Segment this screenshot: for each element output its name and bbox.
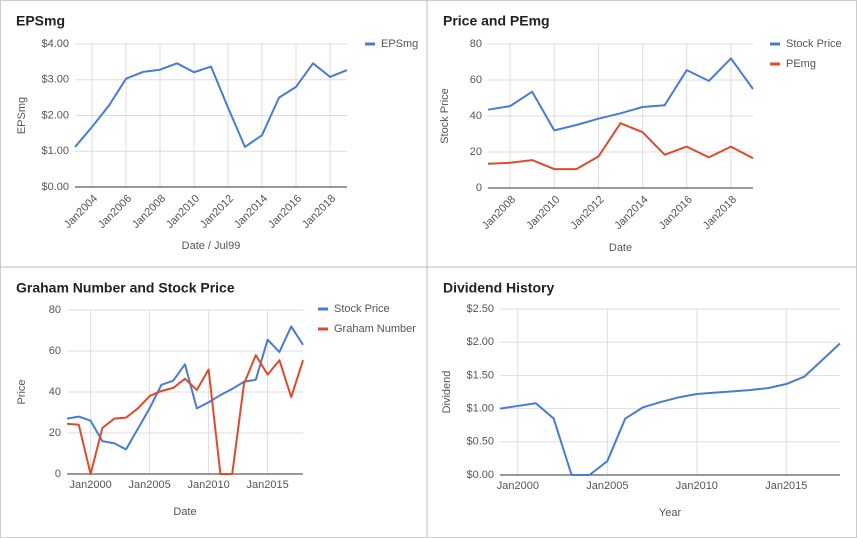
y-tick-label: $4.00 bbox=[41, 38, 69, 50]
legend-label: EPSmg bbox=[381, 38, 418, 50]
y-axis-label: EPSmg bbox=[16, 97, 28, 134]
y-tick-label: $2.00 bbox=[41, 109, 69, 121]
legend-label: Stock Price bbox=[786, 38, 842, 50]
y-tick-label: $1.00 bbox=[466, 403, 494, 415]
x-tick-label: Jan2005 bbox=[128, 479, 170, 491]
series-line bbox=[74, 62, 348, 148]
x-axis-label: Date bbox=[609, 242, 632, 254]
x-axis-label: Date bbox=[173, 506, 196, 518]
x-tick-label: Jan2010 bbox=[187, 479, 229, 491]
y-tick-label: $0.00 bbox=[41, 181, 69, 193]
x-tick-label: Jan2000 bbox=[69, 479, 111, 491]
series-line bbox=[499, 342, 841, 476]
y-tick-label: 0 bbox=[55, 468, 61, 480]
x-tick-label: Jan2015 bbox=[765, 480, 807, 492]
x-tick-label: Jan2010 bbox=[676, 480, 718, 492]
series-line bbox=[66, 325, 304, 451]
y-tick-label: 60 bbox=[470, 74, 482, 86]
series-line bbox=[487, 57, 754, 132]
y-tick-label: 20 bbox=[470, 146, 482, 158]
legend-swatch bbox=[770, 42, 780, 46]
y-tick-label: $1.50 bbox=[466, 369, 494, 381]
y-axis-label: Dividend bbox=[441, 371, 453, 414]
y-tick-label: $3.00 bbox=[41, 74, 69, 86]
x-tick-label: Jan2005 bbox=[586, 480, 628, 492]
legend-swatch bbox=[770, 62, 780, 66]
y-tick-label: $0.50 bbox=[466, 436, 494, 448]
y-tick-label: 80 bbox=[470, 38, 482, 50]
y-tick-label: 40 bbox=[470, 110, 482, 122]
y-tick-label: 80 bbox=[49, 304, 61, 316]
y-tick-label: $2.50 bbox=[466, 303, 494, 315]
x-tick-label: Jan2000 bbox=[497, 480, 539, 492]
series-line bbox=[66, 354, 304, 475]
chart-title: EPSmg bbox=[16, 13, 65, 29]
x-axis-label: Date / Jul99 bbox=[182, 240, 241, 252]
chart-title: Price and PEmg bbox=[443, 13, 550, 29]
y-tick-label: 40 bbox=[49, 386, 61, 398]
y-tick-label: 0 bbox=[476, 182, 482, 194]
legend-label: Stock Price bbox=[334, 303, 390, 315]
legend-label: PEmg bbox=[786, 58, 816, 70]
legend-swatch bbox=[365, 42, 375, 46]
y-tick-label: 20 bbox=[49, 427, 61, 439]
y-tick-label: $1.00 bbox=[41, 145, 69, 157]
y-tick-label: 60 bbox=[49, 345, 61, 357]
y-tick-label: $2.00 bbox=[466, 336, 494, 348]
y-tick-label: $0.00 bbox=[466, 469, 494, 481]
x-axis-label: Year bbox=[659, 507, 682, 519]
y-axis-label: Price bbox=[16, 379, 28, 404]
legend-swatch bbox=[318, 307, 328, 311]
chart-title: Graham Number and Stock Price bbox=[16, 280, 235, 296]
y-axis-label: Stock Price bbox=[439, 88, 451, 144]
legend-swatch bbox=[318, 327, 328, 331]
chart-title: Dividend History bbox=[443, 280, 554, 296]
legend-label: Graham Number bbox=[334, 323, 416, 335]
series-line bbox=[487, 122, 754, 171]
x-tick-label: Jan2015 bbox=[246, 479, 288, 491]
